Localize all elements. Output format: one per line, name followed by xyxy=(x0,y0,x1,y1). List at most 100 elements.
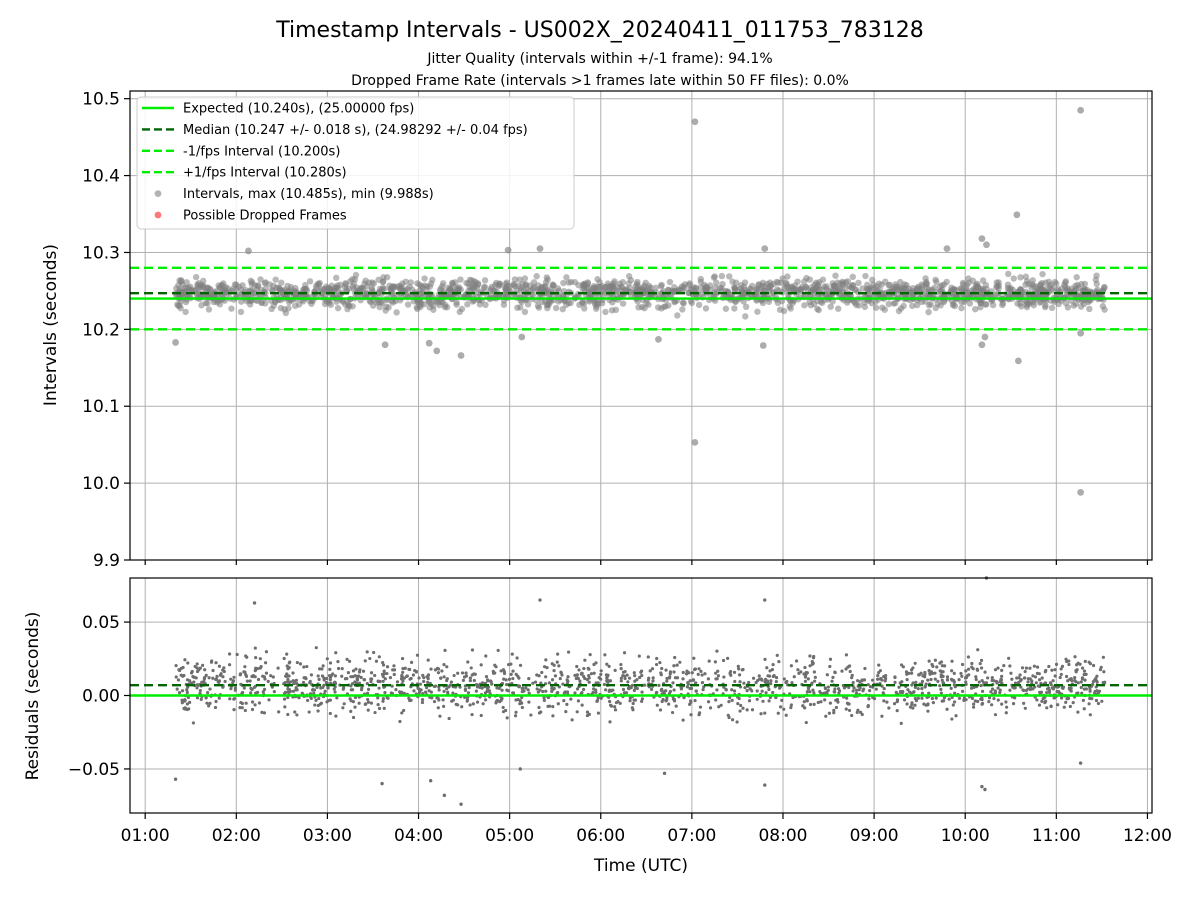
interval-outlier-point-10 xyxy=(691,118,699,126)
residual-point xyxy=(199,697,203,701)
residual-point xyxy=(452,673,456,678)
interval-point xyxy=(192,273,200,281)
residual-point xyxy=(505,688,509,692)
interval-point xyxy=(903,281,910,289)
residual-point xyxy=(855,710,859,715)
interval-point xyxy=(393,309,400,316)
residual-point xyxy=(803,706,807,710)
residual-point xyxy=(556,702,560,706)
interval-point xyxy=(982,281,990,289)
residual-point xyxy=(1033,675,1038,679)
residual-point xyxy=(736,702,740,706)
residual-point xyxy=(828,664,832,669)
residual-point xyxy=(951,703,955,707)
residual-point xyxy=(698,705,703,709)
residual-point xyxy=(385,665,390,669)
residual-point xyxy=(585,710,590,714)
residual-point xyxy=(445,665,449,669)
interval-point xyxy=(361,280,368,287)
residual-point xyxy=(743,686,747,690)
interval-point xyxy=(414,298,422,306)
residual-point xyxy=(592,671,596,675)
residual-point xyxy=(927,669,931,673)
x-tick-label-3: 04:00 xyxy=(394,826,443,846)
interval-point xyxy=(983,301,990,308)
residual-point xyxy=(698,711,702,715)
legend-item-3: +1/fps Interval (10.280s) xyxy=(142,166,347,181)
residual-point xyxy=(927,659,931,663)
residual-point xyxy=(905,702,909,706)
residual-point xyxy=(304,677,308,681)
residual-point xyxy=(400,711,404,715)
interval-point xyxy=(404,301,412,308)
intervals-reference-lines xyxy=(130,266,1152,331)
residual-point xyxy=(910,668,914,672)
interval-point xyxy=(619,300,627,307)
interval-point xyxy=(292,291,300,299)
interval-outlier-point-23 xyxy=(1077,329,1085,337)
residual-point xyxy=(899,721,903,725)
interval-point xyxy=(863,285,871,293)
interval-point xyxy=(878,281,885,288)
legend-swatch-points xyxy=(154,190,162,198)
residual-point xyxy=(719,703,723,707)
residual-point xyxy=(715,688,719,692)
interval-point xyxy=(679,306,686,313)
residual-point xyxy=(913,703,917,707)
interval-point xyxy=(900,302,907,310)
residual-point xyxy=(1095,674,1099,678)
residual-point xyxy=(1037,678,1042,682)
residual-point xyxy=(515,656,519,660)
residual-point xyxy=(175,687,179,691)
residual-point xyxy=(325,676,329,681)
residual-point xyxy=(437,698,441,702)
residual-point xyxy=(1091,680,1095,684)
residual-point xyxy=(797,671,801,675)
residual-point xyxy=(424,686,429,690)
interval-point xyxy=(872,304,880,311)
interval-point xyxy=(453,299,460,306)
residual-point xyxy=(945,675,950,679)
residual-point xyxy=(276,666,280,670)
residual-point xyxy=(738,680,742,684)
residual-point xyxy=(735,720,739,724)
residual-point xyxy=(950,659,954,663)
residual-point xyxy=(1008,664,1012,668)
residual-point xyxy=(1004,700,1008,704)
interval-point xyxy=(390,283,397,290)
interval-point xyxy=(457,286,464,293)
interval-point xyxy=(658,281,665,289)
residual-point xyxy=(374,659,379,663)
residual-point xyxy=(575,664,579,669)
interval-point xyxy=(442,301,449,309)
residual-outlier-point-3 xyxy=(428,778,433,783)
residual-point xyxy=(599,672,603,677)
residual-point xyxy=(803,665,807,670)
residual-point xyxy=(613,708,618,712)
residual-point xyxy=(232,675,236,679)
residual-point xyxy=(774,676,779,680)
residual-point xyxy=(668,670,673,674)
residual-point xyxy=(441,698,445,702)
interval-point xyxy=(698,290,705,298)
residual-point xyxy=(575,687,580,691)
residual-point xyxy=(775,653,779,657)
residual-point xyxy=(422,679,426,684)
residual-point xyxy=(357,701,361,705)
interval-point xyxy=(1038,279,1046,287)
residual-point xyxy=(420,700,425,705)
interval-point xyxy=(538,298,546,306)
interval-point xyxy=(869,276,876,284)
residual-point xyxy=(473,672,477,676)
residual-point xyxy=(1088,713,1092,717)
interval-point xyxy=(740,298,747,305)
residual-point xyxy=(1013,686,1017,690)
residual-point xyxy=(764,691,768,695)
residual-point xyxy=(904,670,909,674)
residual-point xyxy=(243,708,247,713)
residual-point xyxy=(376,679,380,684)
residual-point xyxy=(998,691,1002,695)
residual-point xyxy=(309,673,314,677)
residual-point xyxy=(474,689,478,693)
residual-point xyxy=(847,685,851,690)
